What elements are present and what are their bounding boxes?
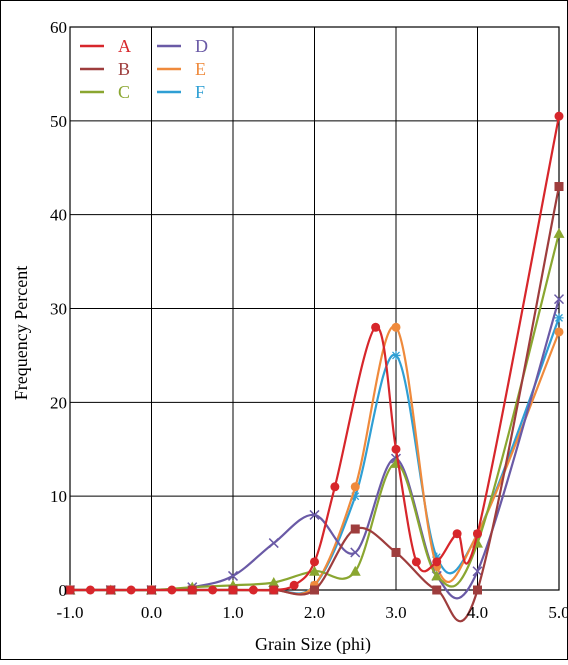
axes: -1.0 0.0 1.0 2.0 3.0 4.0 5.0 0 10 20 30 40 50 60 — [50, 18, 568, 622]
data-point — [371, 322, 381, 332]
data-point — [147, 585, 156, 595]
data-point — [553, 227, 565, 238]
y-tick-label: 30 — [50, 300, 67, 319]
data-point — [411, 557, 421, 567]
data-point — [268, 576, 280, 587]
data-point — [432, 585, 442, 595]
data-point — [431, 570, 443, 581]
data-point — [187, 585, 197, 595]
y-axis-title: Frequency Percent — [11, 266, 31, 400]
y-tick-label: 0 — [59, 581, 68, 600]
data-point — [350, 491, 360, 501]
series-a — [65, 111, 564, 595]
data-point — [554, 111, 564, 121]
data-point — [391, 350, 401, 360]
x-tick-label: 5.0 — [548, 603, 568, 622]
data-point — [167, 585, 177, 595]
legend-label: F — [195, 82, 205, 102]
data-point — [309, 565, 320, 576]
data-point — [310, 585, 319, 595]
x-tick-label: 0.0 — [141, 603, 162, 622]
data-point — [553, 294, 565, 305]
data-point — [248, 585, 258, 595]
x-tick-label: 1.0 — [222, 603, 243, 622]
x-tick-label: 2.0 — [304, 603, 325, 622]
data-point — [554, 313, 564, 323]
legend-label: C — [118, 82, 130, 102]
data-point — [228, 585, 238, 595]
data-point — [350, 482, 360, 492]
data-point — [554, 327, 564, 337]
data-point — [350, 547, 361, 558]
data-point — [126, 585, 136, 595]
x-tick-label: 3.0 — [385, 603, 406, 622]
y-tick-label: 40 — [50, 206, 67, 225]
y-tick-label: 50 — [50, 112, 67, 131]
data-point — [554, 182, 564, 192]
legend-entry-c: C — [80, 82, 130, 102]
data-point — [268, 538, 279, 549]
data-point — [391, 547, 401, 557]
legend-entry-a: A — [80, 36, 131, 56]
legend-label: D — [195, 36, 208, 56]
data-point — [330, 482, 340, 492]
y-tick-label: 60 — [50, 18, 67, 37]
x-axis-title: Grain Size (phi) — [255, 634, 371, 655]
data-point — [310, 557, 319, 567]
data-point — [349, 565, 361, 576]
legend-entry-b: B — [80, 59, 130, 79]
data-point — [391, 444, 401, 454]
legend-label: E — [195, 59, 206, 79]
y-tick-label: 10 — [50, 487, 67, 506]
data-point — [309, 509, 320, 520]
data-point — [208, 585, 218, 595]
data-point — [473, 529, 482, 539]
data-point — [350, 524, 360, 534]
legend-label: A — [118, 36, 131, 56]
series-lines — [64, 111, 565, 623]
data-point — [473, 585, 482, 595]
data-point — [227, 570, 239, 581]
y-tick-label: 20 — [50, 393, 67, 412]
x-tick-label: -1.0 — [57, 603, 84, 622]
data-point — [289, 580, 299, 590]
grid — [69, 26, 560, 591]
legend-entry-d: D — [157, 36, 208, 56]
legend-entry-f: F — [157, 82, 205, 102]
legend-label: B — [118, 59, 130, 79]
data-point — [452, 529, 462, 539]
data-point — [391, 322, 401, 332]
data-point — [106, 585, 116, 595]
data-point — [432, 557, 442, 567]
data-point — [85, 585, 95, 595]
data-point — [65, 585, 75, 595]
x-tick-label: 4.0 — [467, 603, 488, 622]
data-point — [432, 552, 442, 562]
legend-entry-e: E — [157, 59, 206, 79]
legend: ABC DEF — [80, 36, 208, 102]
data-point — [269, 585, 279, 595]
data-point — [472, 566, 483, 577]
